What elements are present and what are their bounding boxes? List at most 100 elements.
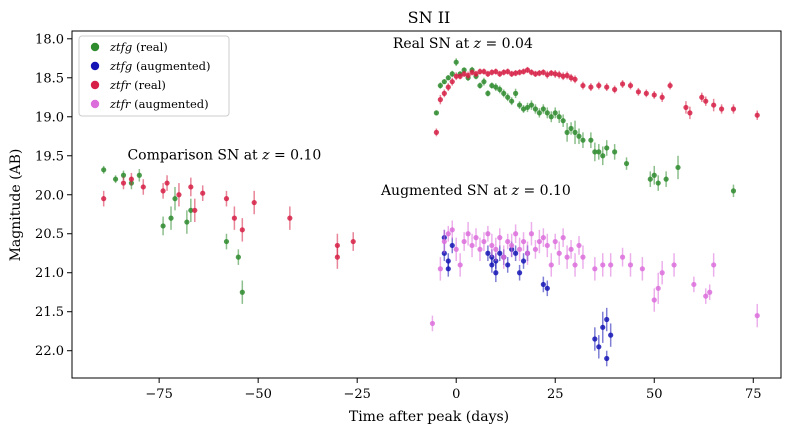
x-tick-label: −25 bbox=[343, 387, 370, 402]
data-point bbox=[588, 84, 594, 90]
data-point bbox=[497, 86, 503, 93]
data-point bbox=[128, 176, 135, 182]
data-point bbox=[540, 106, 546, 112]
data-point bbox=[287, 215, 293, 221]
data-point bbox=[568, 75, 574, 81]
data-point bbox=[556, 250, 562, 256]
data-point bbox=[497, 250, 503, 256]
legend-label: ztfr (augmented) bbox=[109, 97, 209, 111]
data-point bbox=[711, 262, 717, 268]
data-point bbox=[671, 262, 677, 268]
data-point bbox=[754, 313, 760, 319]
data-point bbox=[524, 67, 531, 73]
data-point bbox=[489, 262, 495, 268]
data-point bbox=[564, 254, 570, 260]
legend-frame bbox=[78, 35, 230, 117]
data-point bbox=[580, 82, 586, 89]
data-point bbox=[730, 106, 737, 112]
data-point bbox=[655, 285, 661, 291]
y-tick-label: 18.5 bbox=[35, 71, 64, 86]
data-point bbox=[485, 71, 491, 77]
data-point bbox=[520, 238, 527, 245]
data-point bbox=[120, 172, 127, 178]
data-point bbox=[536, 238, 542, 245]
data-point bbox=[505, 238, 511, 245]
data-point bbox=[560, 235, 566, 241]
data-point bbox=[707, 289, 713, 295]
data-point bbox=[200, 190, 206, 196]
data-point bbox=[572, 262, 578, 268]
data-point bbox=[176, 192, 182, 198]
data-point bbox=[441, 79, 447, 85]
data-point bbox=[489, 242, 495, 249]
data-point bbox=[548, 262, 554, 268]
data-point bbox=[572, 129, 578, 135]
data-point bbox=[528, 102, 535, 108]
data-point bbox=[532, 71, 539, 77]
data-point bbox=[509, 98, 515, 104]
data-point bbox=[477, 68, 483, 75]
data-point bbox=[120, 180, 127, 186]
y-tick-label: 20.5 bbox=[35, 227, 64, 242]
data-point bbox=[160, 223, 166, 229]
data-point bbox=[184, 219, 190, 225]
data-point bbox=[564, 72, 570, 79]
annotation: Real SN at z = 0.04 bbox=[393, 36, 533, 52]
data-point bbox=[600, 262, 606, 268]
data-point bbox=[592, 149, 598, 155]
data-point bbox=[457, 262, 463, 268]
data-point bbox=[501, 254, 507, 260]
data-point bbox=[457, 73, 463, 79]
data-point bbox=[556, 114, 562, 120]
data-point bbox=[552, 71, 558, 77]
data-point bbox=[497, 235, 503, 241]
data-point bbox=[112, 176, 119, 182]
data-point bbox=[449, 227, 455, 233]
data-point bbox=[568, 246, 574, 252]
data-point bbox=[588, 137, 594, 143]
data-point bbox=[501, 69, 507, 75]
data-point bbox=[473, 71, 479, 77]
data-point bbox=[520, 68, 527, 75]
data-point bbox=[691, 281, 697, 288]
data-point bbox=[461, 238, 467, 245]
data-point bbox=[556, 72, 562, 78]
data-point bbox=[639, 266, 645, 272]
data-point bbox=[160, 188, 166, 194]
data-point bbox=[612, 149, 618, 155]
data-point bbox=[659, 270, 665, 276]
data-point bbox=[540, 281, 546, 288]
data-point bbox=[505, 262, 511, 268]
data-point bbox=[136, 172, 142, 178]
data-point bbox=[473, 235, 479, 241]
data-point bbox=[663, 176, 669, 182]
legend-marker bbox=[90, 80, 100, 90]
data-point bbox=[188, 184, 194, 190]
data-point bbox=[612, 86, 618, 93]
data-point bbox=[453, 73, 459, 79]
x-axis-ticks: −75 −50 −25 0 25 50 75 bbox=[145, 378, 762, 402]
data-point bbox=[505, 94, 511, 100]
data-point bbox=[711, 102, 717, 108]
data-point bbox=[168, 215, 174, 221]
data-point bbox=[493, 68, 499, 75]
data-point bbox=[635, 89, 642, 95]
data-point bbox=[544, 242, 550, 249]
data-point bbox=[560, 118, 566, 124]
data-point bbox=[560, 73, 566, 79]
x-tick-label: −75 bbox=[145, 387, 172, 402]
data-point bbox=[493, 270, 499, 276]
data-point bbox=[564, 129, 570, 135]
y-axis-ticks: 18.0 18.5 19.0 19.5 20.0 20.5 21.0 21.5 22.0 bbox=[35, 32, 72, 359]
data-point bbox=[540, 69, 546, 75]
data-point bbox=[651, 297, 657, 303]
data-point bbox=[101, 167, 107, 173]
data-point bbox=[675, 164, 681, 171]
data-point bbox=[643, 90, 649, 96]
data-point bbox=[604, 145, 610, 151]
data-point bbox=[164, 180, 170, 186]
data-point bbox=[528, 69, 535, 75]
data-point bbox=[101, 196, 107, 202]
data-point bbox=[481, 68, 487, 75]
data-point bbox=[516, 102, 523, 108]
